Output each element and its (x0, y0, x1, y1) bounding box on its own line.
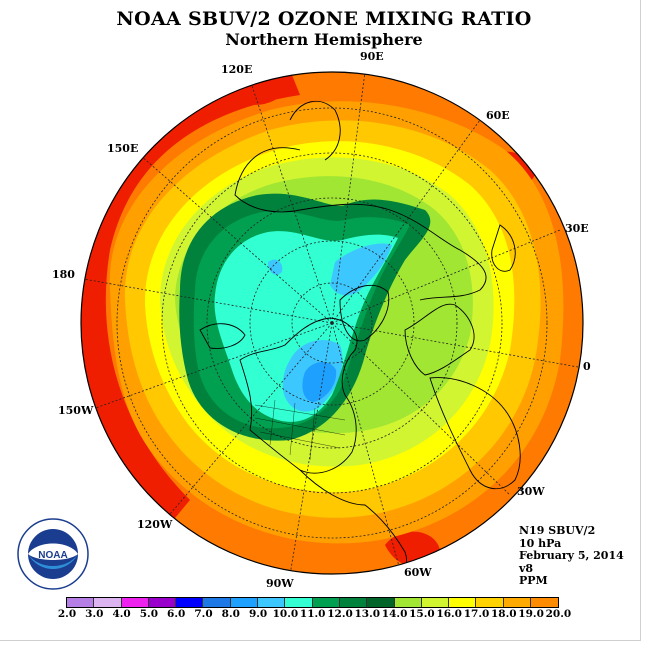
ozone-band-lightblue (330, 243, 392, 296)
lon-label-120e: 120E (221, 63, 253, 76)
coastlines (199, 100, 521, 572)
lon-label-90e: 90E (360, 50, 384, 63)
lon-label-0: 0 (583, 360, 591, 373)
us-state-lines (254, 399, 346, 461)
colorbar-ticks: 2.0 3.0 4.0 5.0 6.0 7.0 8.0 9.0 10.0 11.0 12.0 13.0… (51, 608, 611, 622)
coastline-africa (429, 377, 521, 490)
colorbar-tick-label: 11.0 (299, 608, 326, 620)
colorbar-tick-label: 16.0 (436, 608, 462, 620)
colorbar-swatch (94, 598, 122, 607)
colorbar-tick-label: 5.0 (139, 608, 159, 620)
info-version: v8 (519, 561, 534, 575)
colorbar-swatch (230, 598, 259, 607)
colorbar-tick-label: 13.0 (354, 608, 381, 620)
map-info: N19 SBUV/2 10 hPa February 5, 2014 v8 PP… (519, 524, 624, 588)
colorbar-swatch (312, 598, 340, 607)
colorbar-tick-label: 18.0 (491, 608, 517, 620)
lon-label-180: 180 (52, 268, 75, 281)
lon-label-30w: 30W (517, 485, 545, 498)
coastline-greenland (339, 284, 390, 342)
colorbar-swatch (176, 598, 204, 607)
map-border (80, 71, 584, 575)
map-title: NOAA SBUV/2 OZONE MIXING RATIO (116, 8, 532, 30)
info-units: PPM (519, 574, 548, 587)
colorbar-tick-label: 7.0 (194, 608, 213, 620)
lon-label-60w: 60W (404, 566, 432, 579)
colorbar-swatch (503, 598, 532, 607)
colorbar-tick-label: 10.0 (272, 608, 299, 620)
coastline-europe (404, 303, 475, 376)
colorbar-tick-label: 9.0 (248, 608, 268, 620)
coastline-asia (234, 147, 487, 301)
noaa-logo-text: NOAA (38, 550, 67, 561)
lon-label-60e: 60E (486, 109, 510, 122)
colorbar-tick-label: 17.0 (463, 608, 490, 620)
lon-label-150w: 150W (58, 404, 94, 417)
lon-label-150e: 150E (107, 142, 139, 155)
lon-label-90w: 90W (266, 577, 294, 590)
colorbar-swatch (531, 598, 559, 607)
info-date: February 5, 2014 (519, 549, 624, 562)
colorbar-swatch (476, 598, 504, 607)
coastline-arabia (491, 224, 516, 272)
colorbar-tick-label: 6.0 (167, 608, 186, 620)
coastline-north-america (239, 317, 358, 474)
colorbar-swatch (67, 598, 95, 607)
ozone-band-blue (302, 361, 337, 402)
map-subtitle: Northern Hemisphere (225, 30, 423, 49)
colorbar-swatch (449, 598, 477, 607)
colorbar-swatch (394, 598, 422, 607)
noaa-logo: NOAA (17, 518, 89, 590)
graticule (81, 72, 579, 574)
colorbar (66, 597, 560, 608)
colorbar-tick-label: 14.0 (381, 608, 408, 620)
coastline-east-asia (289, 100, 341, 161)
colorbar-swatch (421, 598, 450, 607)
colorbar-tick-label: 15.0 (409, 608, 435, 620)
coastline-alaska (199, 323, 246, 349)
colorbar-swatch (203, 598, 231, 607)
colorbar-tick-label: 20.0 (545, 608, 572, 620)
info-instrument: N19 SBUV/2 (519, 524, 596, 537)
colorbar-tick-label: 2.0 (57, 608, 77, 620)
map-frame (0, 0, 641, 641)
colorbar-swatch (285, 598, 313, 607)
lon-label-30e: 30E (565, 222, 589, 235)
colorbar-swatch (148, 598, 177, 607)
colorbar-tick-label: 19.0 (518, 608, 544, 620)
lon-label-120w: 120W (137, 518, 173, 531)
info-level: 10 hPa (519, 536, 562, 550)
colorbar-swatch (121, 598, 149, 607)
colorbar-swatch (339, 598, 368, 607)
colorbar-swatch (258, 598, 286, 607)
colorbar-tick-label: 8.0 (221, 608, 240, 620)
colorbar-tick-label: 3.0 (85, 608, 104, 620)
colorbar-swatch (367, 598, 395, 607)
ozone-band-cyan-patch (268, 259, 283, 275)
colorbar-tick-label: 12.0 (327, 608, 353, 620)
colorbar-tick-label: 4.0 (112, 608, 131, 620)
